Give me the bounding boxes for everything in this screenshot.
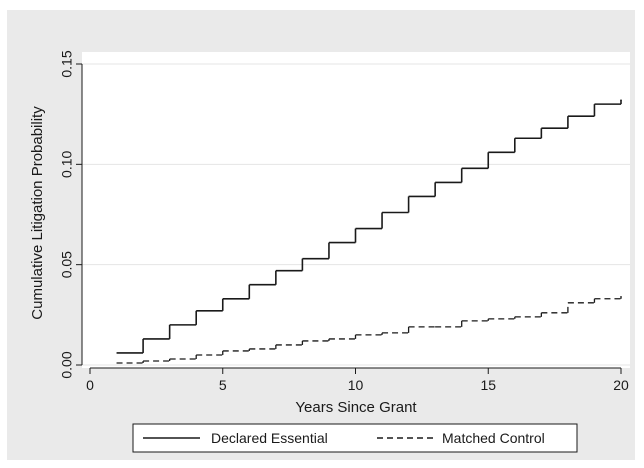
series-declared-essential xyxy=(116,99,622,354)
series-0-point-19 xyxy=(620,99,622,101)
x-tick-label-0: 0 xyxy=(86,377,94,393)
series-layer xyxy=(116,99,622,364)
y-tick-label-1: 0.05 xyxy=(59,251,75,278)
legend-label-declared-essential: Declared Essential xyxy=(211,430,328,446)
y-axis-label: Cumulative Litigation Probability xyxy=(29,106,46,320)
x-tick-label-4: 20 xyxy=(613,377,629,393)
x-tick-label-2: 10 xyxy=(348,377,364,393)
legend: Declared Essential Matched Control xyxy=(132,423,578,453)
legend-box xyxy=(132,423,578,453)
plot-area xyxy=(82,52,630,368)
legend-label-matched-control: Matched Control xyxy=(442,430,545,446)
axes: 0.00 0.05 0.10 0.15 0 5 10 15 20 xyxy=(59,50,629,393)
series-1-point-19 xyxy=(620,295,622,298)
y-tick-label-3: 0.15 xyxy=(59,50,75,77)
series-matched-control xyxy=(116,295,622,364)
y-tick-label-0: 0.00 xyxy=(59,351,75,378)
gridlines xyxy=(82,63,630,366)
x-axis-label: Years Since Grant xyxy=(295,399,417,416)
x-tick-label-1: 5 xyxy=(219,377,227,393)
y-tick-label-2: 0.10 xyxy=(59,150,75,177)
x-tick-label-3: 15 xyxy=(480,377,496,393)
